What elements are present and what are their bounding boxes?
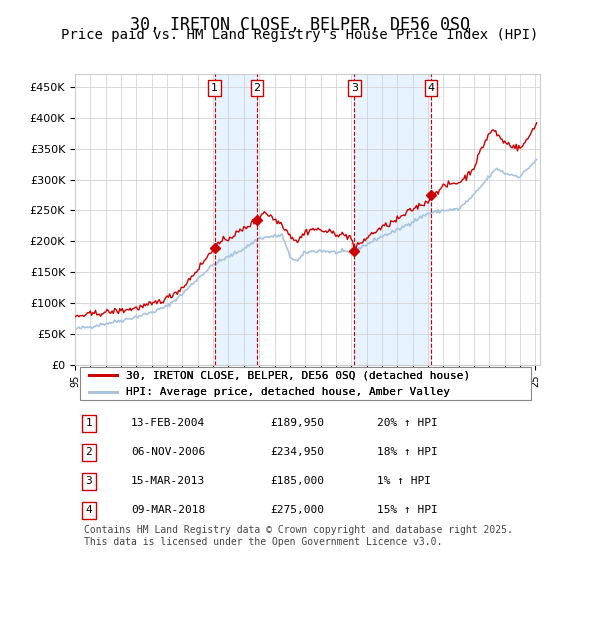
- Text: 18% ↑ HPI: 18% ↑ HPI: [377, 448, 438, 458]
- Text: 06-NOV-2006: 06-NOV-2006: [131, 448, 205, 458]
- Text: 1: 1: [86, 418, 92, 428]
- Text: 3: 3: [351, 83, 358, 93]
- Text: 30, IRETON CLOSE, BELPER, DE56 0SQ: 30, IRETON CLOSE, BELPER, DE56 0SQ: [130, 16, 470, 33]
- Text: £189,950: £189,950: [270, 418, 324, 428]
- Text: 3: 3: [86, 476, 92, 487]
- Text: 30, IRETON CLOSE, BELPER, DE56 0SQ (detached house): 30, IRETON CLOSE, BELPER, DE56 0SQ (deta…: [126, 371, 470, 381]
- Text: 1% ↑ HPI: 1% ↑ HPI: [377, 476, 431, 487]
- Text: 2: 2: [86, 448, 92, 458]
- Text: Price paid vs. HM Land Registry's House Price Index (HPI): Price paid vs. HM Land Registry's House …: [61, 28, 539, 42]
- Text: £185,000: £185,000: [270, 476, 324, 487]
- Text: 09-MAR-2018: 09-MAR-2018: [131, 505, 205, 515]
- Text: 30, IRETON CLOSE, BELPER, DE56 0SQ (detached house): 30, IRETON CLOSE, BELPER, DE56 0SQ (deta…: [126, 371, 470, 381]
- Text: 13-FEB-2004: 13-FEB-2004: [131, 418, 205, 428]
- Text: 4: 4: [86, 505, 92, 515]
- Text: 4: 4: [427, 83, 434, 93]
- FancyBboxPatch shape: [80, 367, 531, 401]
- Text: 15-MAR-2013: 15-MAR-2013: [131, 476, 205, 487]
- Text: £234,950: £234,950: [270, 448, 324, 458]
- Text: £275,000: £275,000: [270, 505, 324, 515]
- Text: HPI: Average price, detached house, Amber Valley: HPI: Average price, detached house, Ambe…: [126, 387, 450, 397]
- Text: 15% ↑ HPI: 15% ↑ HPI: [377, 505, 438, 515]
- Bar: [355, 74, 431, 365]
- Text: 1: 1: [211, 83, 218, 93]
- Bar: [215, 74, 257, 365]
- Text: 20% ↑ HPI: 20% ↑ HPI: [377, 418, 438, 428]
- Text: 2: 2: [253, 83, 260, 93]
- Text: HPI: Average price, detached house, Amber Valley: HPI: Average price, detached house, Ambe…: [126, 387, 450, 397]
- Text: Contains HM Land Registry data © Crown copyright and database right 2025.
This d: Contains HM Land Registry data © Crown c…: [84, 525, 513, 547]
